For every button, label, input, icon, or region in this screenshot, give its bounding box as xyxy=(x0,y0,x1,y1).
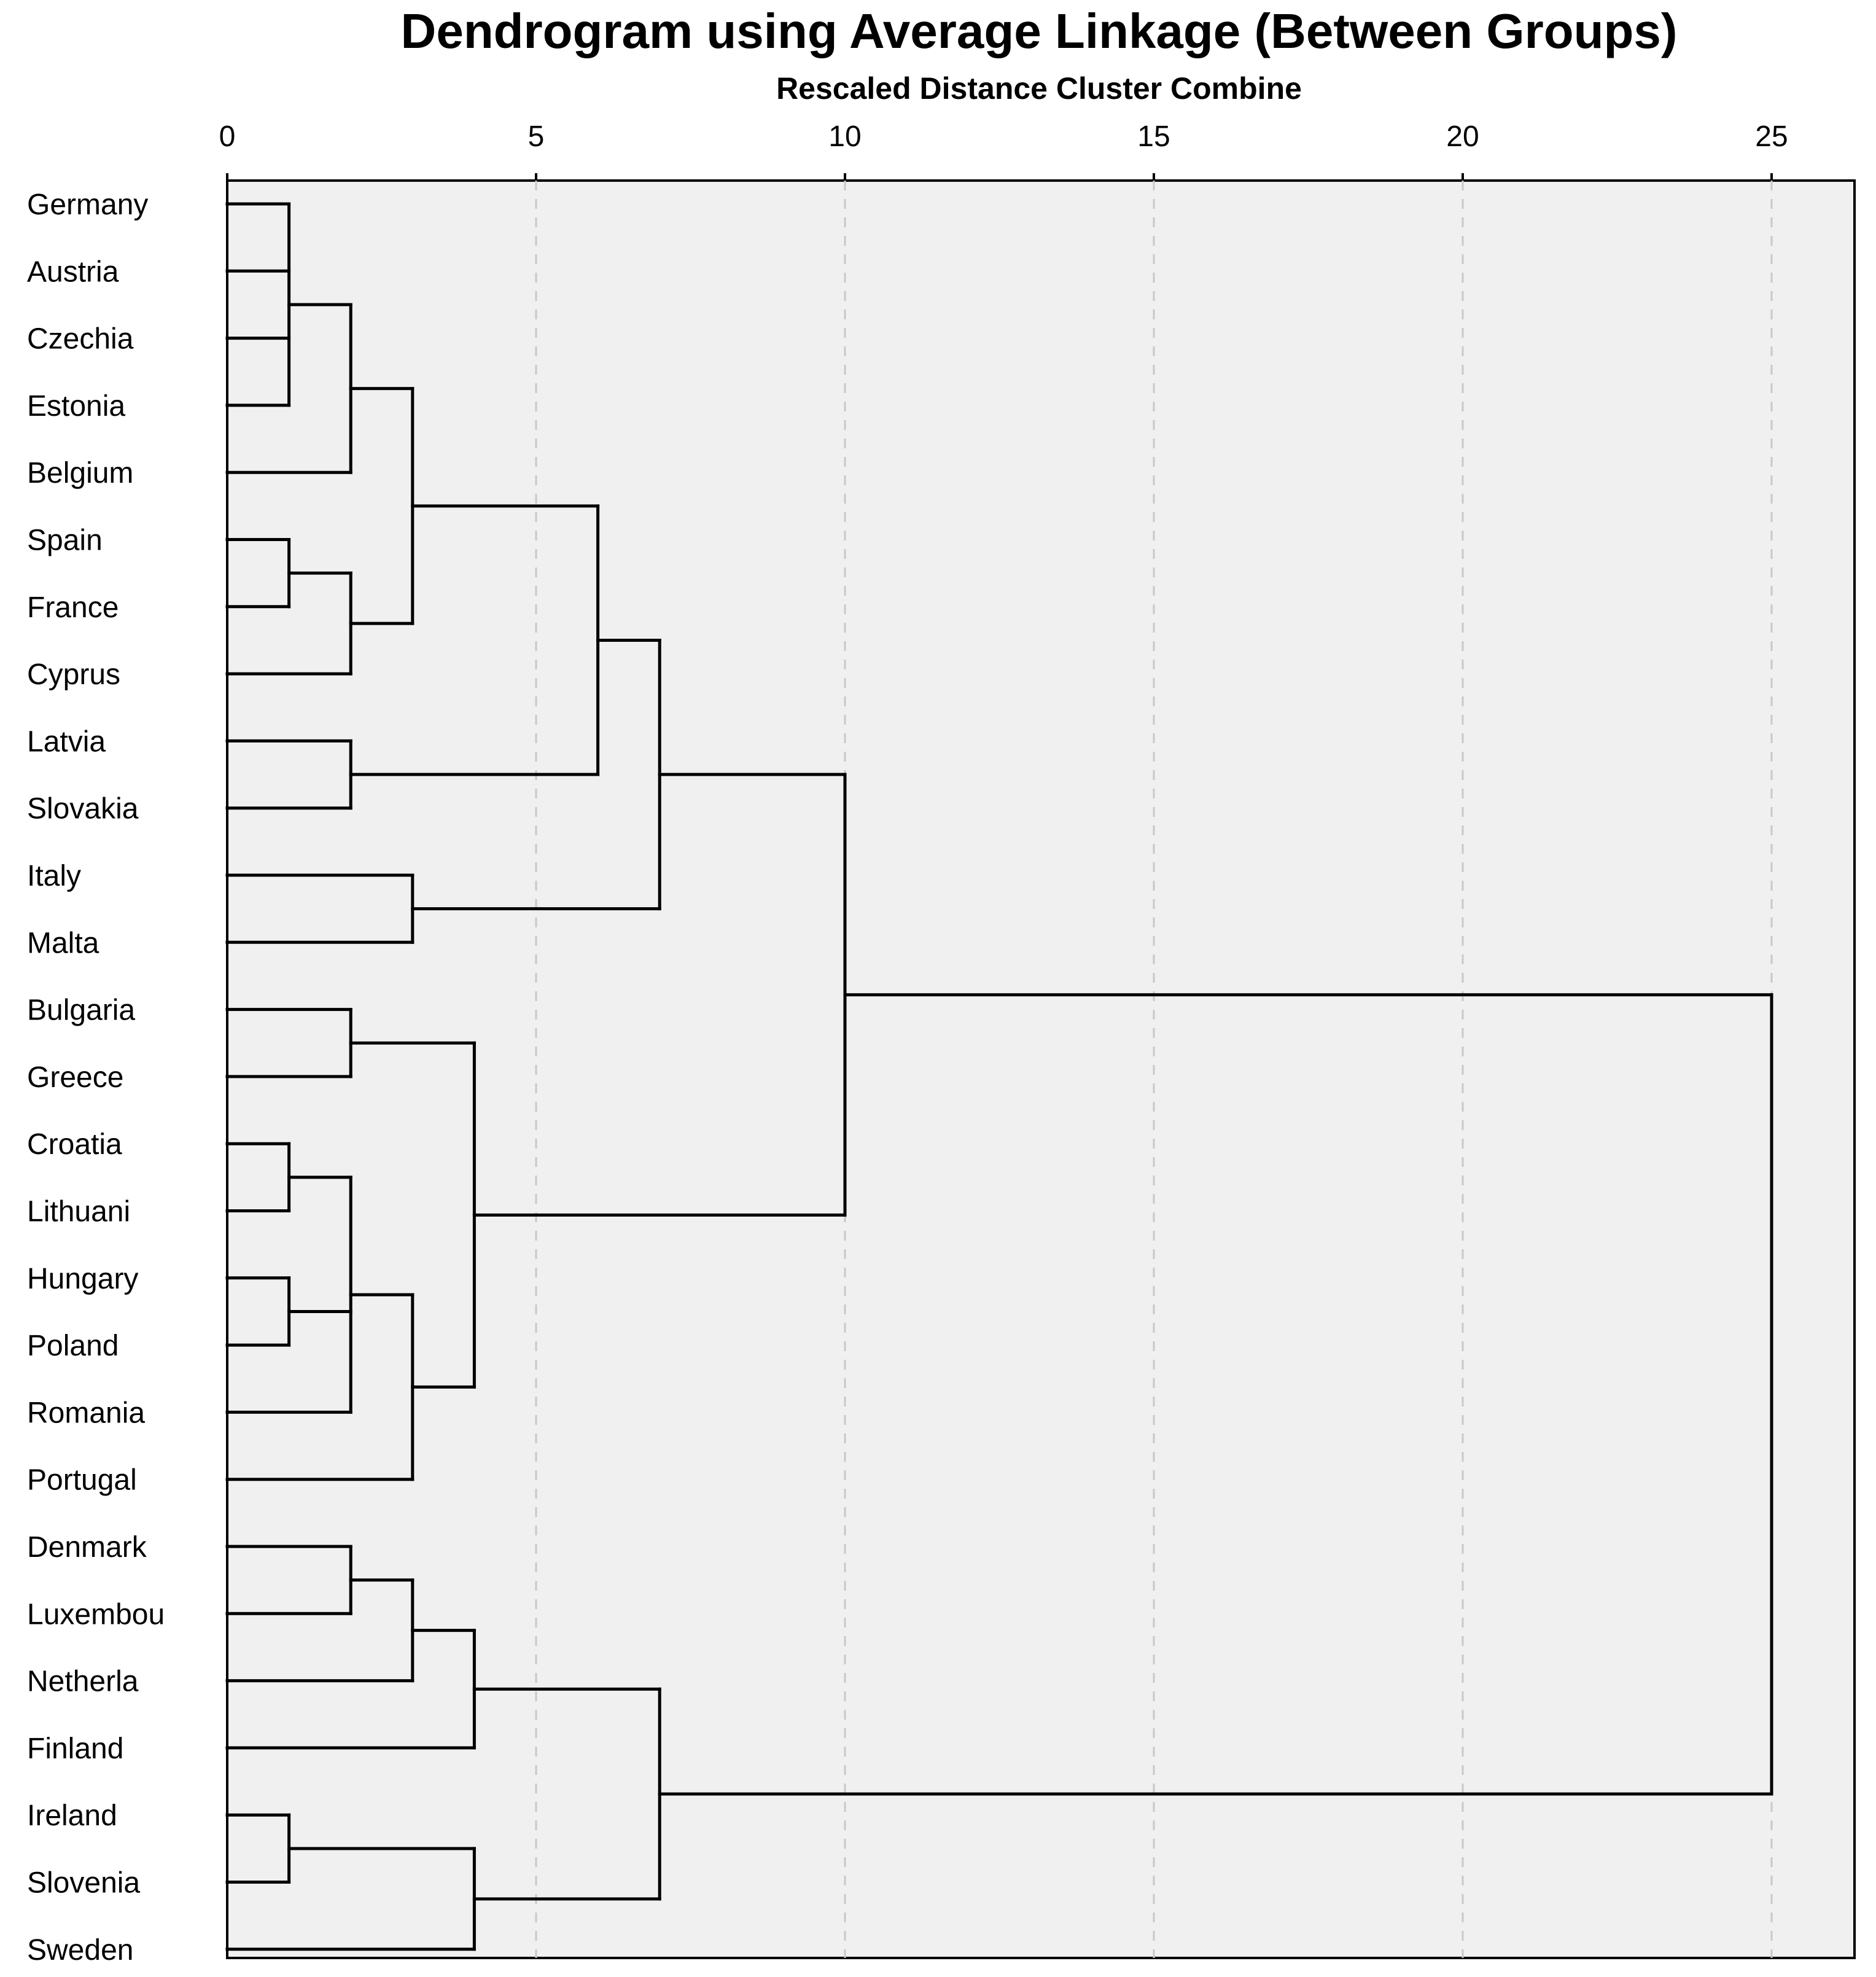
leaf-label: Netherla xyxy=(27,1666,139,1698)
leaf-label: France xyxy=(27,591,119,624)
leaf-label: Slovakia xyxy=(27,793,139,825)
leaf-label: Estonia xyxy=(27,390,125,423)
leaf-label: Austria xyxy=(27,255,119,288)
x-tick-label: 0 xyxy=(219,120,236,153)
leaf-label: Luxembou xyxy=(27,1598,165,1631)
leaf-label: Bulgaria xyxy=(27,994,135,1027)
x-axis: 0 5 10 15 20 25 xyxy=(219,120,1788,181)
leaf-label: Slovenia xyxy=(27,1867,140,1900)
leaf-label: Cyprus xyxy=(27,658,120,691)
leaf-label: Czechia xyxy=(27,323,134,356)
leaf-label: Hungary xyxy=(27,1263,138,1295)
leaf-label: Lithuani xyxy=(27,1196,130,1228)
leaf-label: Finland xyxy=(27,1733,123,1765)
leaf-label: Croatia xyxy=(27,1128,122,1161)
leaf-label: Sweden xyxy=(27,1934,133,1967)
leaf-labels: Germany Austria Czechia Estonia Belgium Spain… xyxy=(27,189,165,1967)
leaf-label: Germany xyxy=(27,189,148,221)
leaf-label: Spain xyxy=(27,524,103,557)
leaf-label: Portugal xyxy=(27,1464,137,1497)
leaf-label: Latvia xyxy=(27,725,106,758)
x-tick-label: 10 xyxy=(828,120,861,153)
x-tick-label: 5 xyxy=(528,120,545,153)
leaf-label: Malta xyxy=(27,927,99,959)
plot-area xyxy=(226,179,1856,1959)
leaf-label: Denmark xyxy=(27,1531,147,1564)
x-tick-label: 25 xyxy=(1755,120,1788,153)
leaf-label: Poland xyxy=(27,1330,119,1362)
x-tick-label: 20 xyxy=(1446,120,1479,153)
leaf-label: Ireland xyxy=(27,1800,117,1832)
x-tick-label: 15 xyxy=(1137,120,1170,153)
dendrogram-links xyxy=(225,202,1773,1951)
chart-title: Dendrogram using Average Linkage (Betwee… xyxy=(401,4,1678,58)
chart-subtitle: Rescaled Distance Cluster Combine xyxy=(776,71,1302,106)
leaf-label: Belgium xyxy=(27,457,133,489)
leaf-label: Romania xyxy=(27,1397,145,1429)
leaf-label: Italy xyxy=(27,860,81,892)
leaf-label: Greece xyxy=(27,1061,123,1094)
